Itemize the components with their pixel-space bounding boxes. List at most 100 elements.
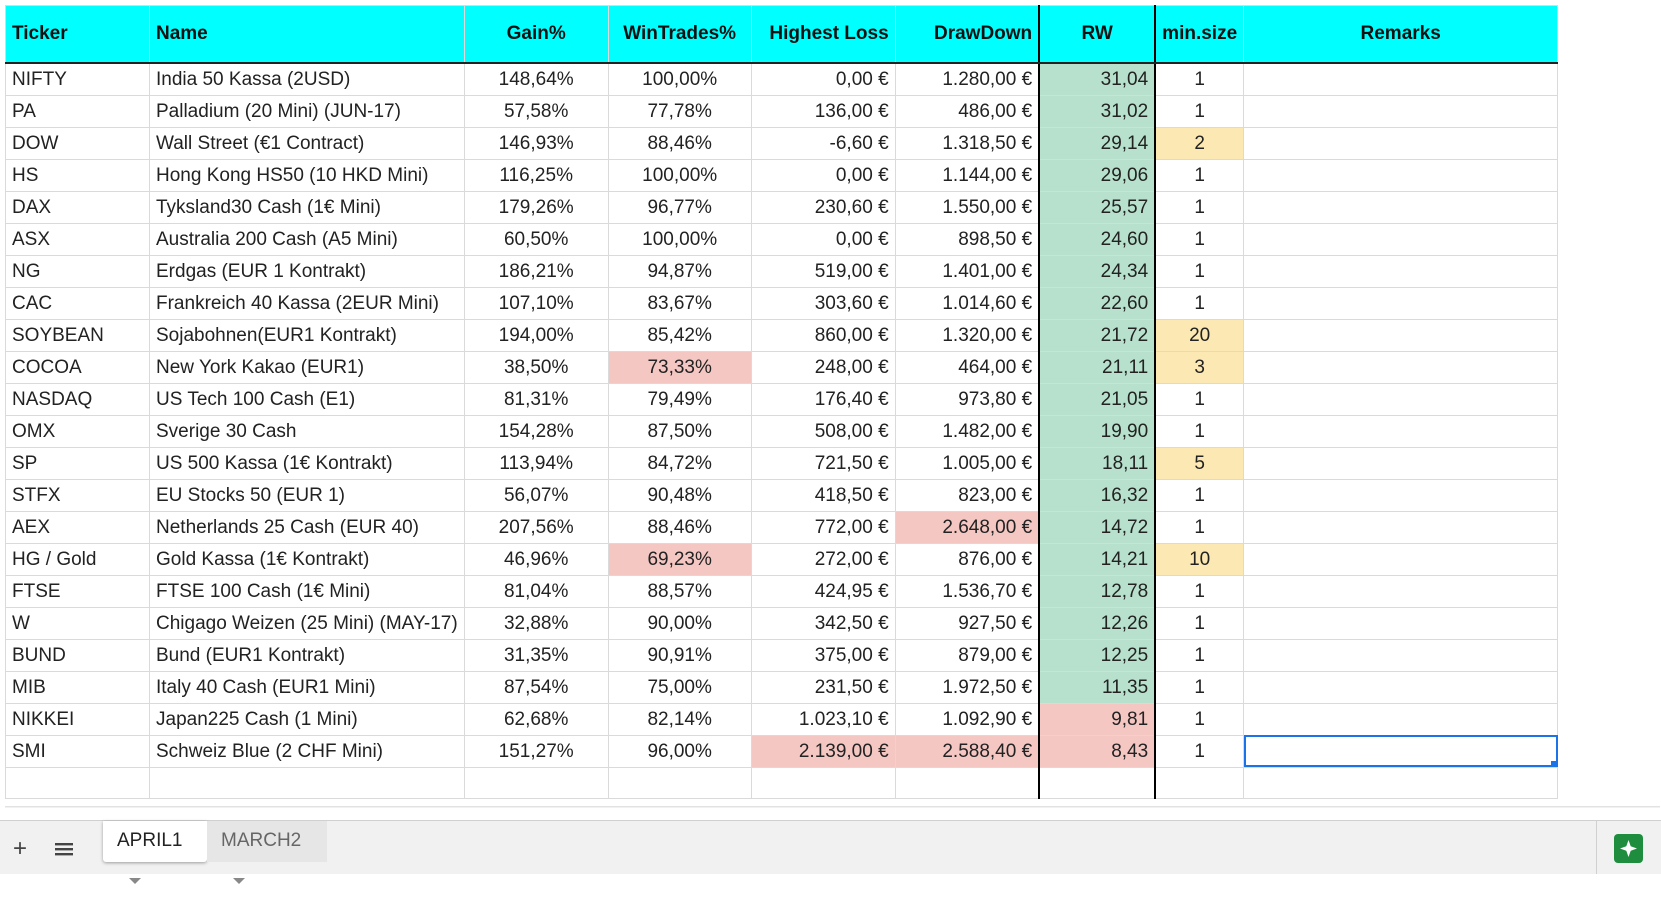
horizontal-scrollbar[interactable] [5,806,1660,808]
gain-cell[interactable]: 46,96% [463,542,609,576]
rw-cell[interactable]: 12,78 [1038,574,1157,608]
remarks-cell[interactable] [1243,734,1559,768]
ticker-cell[interactable]: CAC [5,286,150,320]
highest-loss-cell[interactable]: 772,00 € [750,510,896,544]
ticker-cell[interactable]: FTSE [5,574,150,608]
highest-loss-cell[interactable]: 418,50 € [750,478,896,512]
name-cell[interactable]: Chigago Weizen (25 Mini) (MAY-17) [149,606,465,640]
name-cell[interactable]: India 50 Kassa (2USD) [149,62,465,96]
drawdown-cell[interactable]: 1.092,90 € [894,702,1040,736]
ticker-cell[interactable]: STFX [5,478,150,512]
remarks-cell[interactable] [1243,670,1559,704]
name-cell[interactable]: Tyksland30 Cash (1€ Mini) [149,190,465,224]
remarks-cell[interactable] [1243,702,1559,736]
ticker-cell[interactable]: NG [5,254,150,288]
drawdown-cell[interactable]: 2.588,40 € [894,734,1040,768]
rw-cell[interactable]: 11,35 [1038,670,1157,704]
rw-cell[interactable]: 14,72 [1038,510,1157,544]
rw-cell[interactable]: 12,26 [1038,606,1157,640]
highest-loss-cell[interactable]: 0,00 € [750,158,896,192]
highest-loss-cell[interactable]: 272,00 € [750,542,896,576]
highest-loss-cell[interactable]: 248,00 € [750,350,896,384]
wintrades-cell[interactable]: 96,00% [607,734,752,768]
gain-cell[interactable]: 116,25% [463,158,609,192]
name-cell[interactable]: US 500 Kassa (1€ Kontrakt) [149,446,465,480]
remarks-cell[interactable] [1243,62,1559,96]
name-cell[interactable]: Japan225 Cash (1 Mini) [149,702,465,736]
wintrades-cell[interactable]: 87,50% [607,414,752,448]
remarks-cell[interactable] [1243,126,1559,160]
drawdown-cell[interactable]: 2.648,00 € [894,510,1040,544]
remarks-cell[interactable] [1243,382,1559,416]
gain-cell[interactable]: 87,54% [463,670,609,704]
drawdown-cell[interactable]: 1.401,00 € [894,254,1040,288]
wintrades-cell[interactable]: 85,42% [607,318,752,352]
min-size-cell[interactable]: 1 [1154,158,1245,192]
gain-cell[interactable]: 81,04% [463,574,609,608]
gain-cell[interactable]: 151,27% [463,734,609,768]
rw-cell[interactable]: 18,11 [1038,446,1157,480]
highest-loss-cell[interactable]: 375,00 € [750,638,896,672]
min-size-cell[interactable]: 1 [1154,190,1245,224]
wintrades-cell[interactable]: 100,00% [607,222,752,256]
name-cell[interactable]: Italy 40 Cash (EUR1 Mini) [149,670,465,704]
name-cell[interactable]: New York Kakao (EUR1) [149,350,465,384]
empty-cell[interactable] [1154,766,1245,799]
wintrades-cell[interactable]: 79,49% [607,382,752,416]
gain-cell[interactable]: 60,50% [463,222,609,256]
rw-cell[interactable]: 31,04 [1038,62,1157,96]
min-size-cell[interactable]: 1 [1154,382,1245,416]
rw-cell[interactable]: 24,34 [1038,254,1157,288]
remarks-cell[interactable] [1243,638,1559,672]
name-cell[interactable]: Frankreich 40 Kassa (2EUR Mini) [149,286,465,320]
remarks-cell[interactable] [1243,350,1559,384]
min-size-cell[interactable]: 1 [1154,734,1245,768]
min-size-cell[interactable]: 1 [1154,574,1245,608]
highest-loss-cell[interactable]: 721,50 € [750,446,896,480]
rw-cell[interactable]: 9,81 [1038,702,1157,736]
highest-loss-cell[interactable]: 136,00 € [750,94,896,128]
rw-cell[interactable]: 12,25 [1038,638,1157,672]
name-cell[interactable]: Netherlands 25 Cash (EUR 40) [149,510,465,544]
drawdown-cell[interactable]: 1.318,50 € [894,126,1040,160]
highest-loss-cell[interactable]: 519,00 € [750,254,896,288]
ticker-cell[interactable]: BUND [5,638,150,672]
header-highest-loss[interactable]: Highest Loss [750,5,896,64]
chevron-down-icon[interactable] [129,877,141,884]
drawdown-cell[interactable]: 879,00 € [894,638,1040,672]
drawdown-cell[interactable]: 1.482,00 € [894,414,1040,448]
min-size-cell[interactable]: 1 [1154,94,1245,128]
rw-cell[interactable]: 14,21 [1038,542,1157,576]
min-size-cell[interactable]: 1 [1154,62,1245,96]
highest-loss-cell[interactable]: 424,95 € [750,574,896,608]
gain-cell[interactable]: 38,50% [463,350,609,384]
highest-loss-cell[interactable]: 231,50 € [750,670,896,704]
name-cell[interactable]: Wall Street (€1 Contract) [149,126,465,160]
ticker-cell[interactable]: SOYBEAN [5,318,150,352]
tab-april1[interactable]: APRIL1 [103,821,207,884]
remarks-cell[interactable] [1243,222,1559,256]
drawdown-cell[interactable]: 486,00 € [894,94,1040,128]
min-size-cell[interactable]: 10 [1154,542,1245,576]
fill-handle[interactable] [1551,760,1557,766]
empty-cell[interactable] [463,766,609,799]
drawdown-cell[interactable]: 1.550,00 € [894,190,1040,224]
drawdown-cell[interactable]: 823,00 € [894,478,1040,512]
remarks-cell[interactable] [1243,158,1559,192]
name-cell[interactable]: Hong Kong HS50 (10 HKD Mini) [149,158,465,192]
remarks-cell[interactable] [1243,478,1559,512]
name-cell[interactable]: Gold Kassa (1€ Kontrakt) [149,542,465,576]
empty-cell[interactable] [1243,766,1559,799]
rw-cell[interactable]: 19,90 [1038,414,1157,448]
gain-cell[interactable]: 57,58% [463,94,609,128]
min-size-cell[interactable]: 5 [1154,446,1245,480]
chevron-down-icon[interactable] [233,877,245,884]
highest-loss-cell[interactable]: 508,00 € [750,414,896,448]
min-size-cell[interactable]: 1 [1154,510,1245,544]
gain-cell[interactable]: 32,88% [463,606,609,640]
drawdown-cell[interactable]: 1.536,70 € [894,574,1040,608]
ticker-cell[interactable]: NASDAQ [5,382,150,416]
header-rw[interactable]: RW [1038,5,1157,64]
remarks-cell[interactable] [1243,510,1559,544]
ticker-cell[interactable]: NIFTY [5,62,150,96]
